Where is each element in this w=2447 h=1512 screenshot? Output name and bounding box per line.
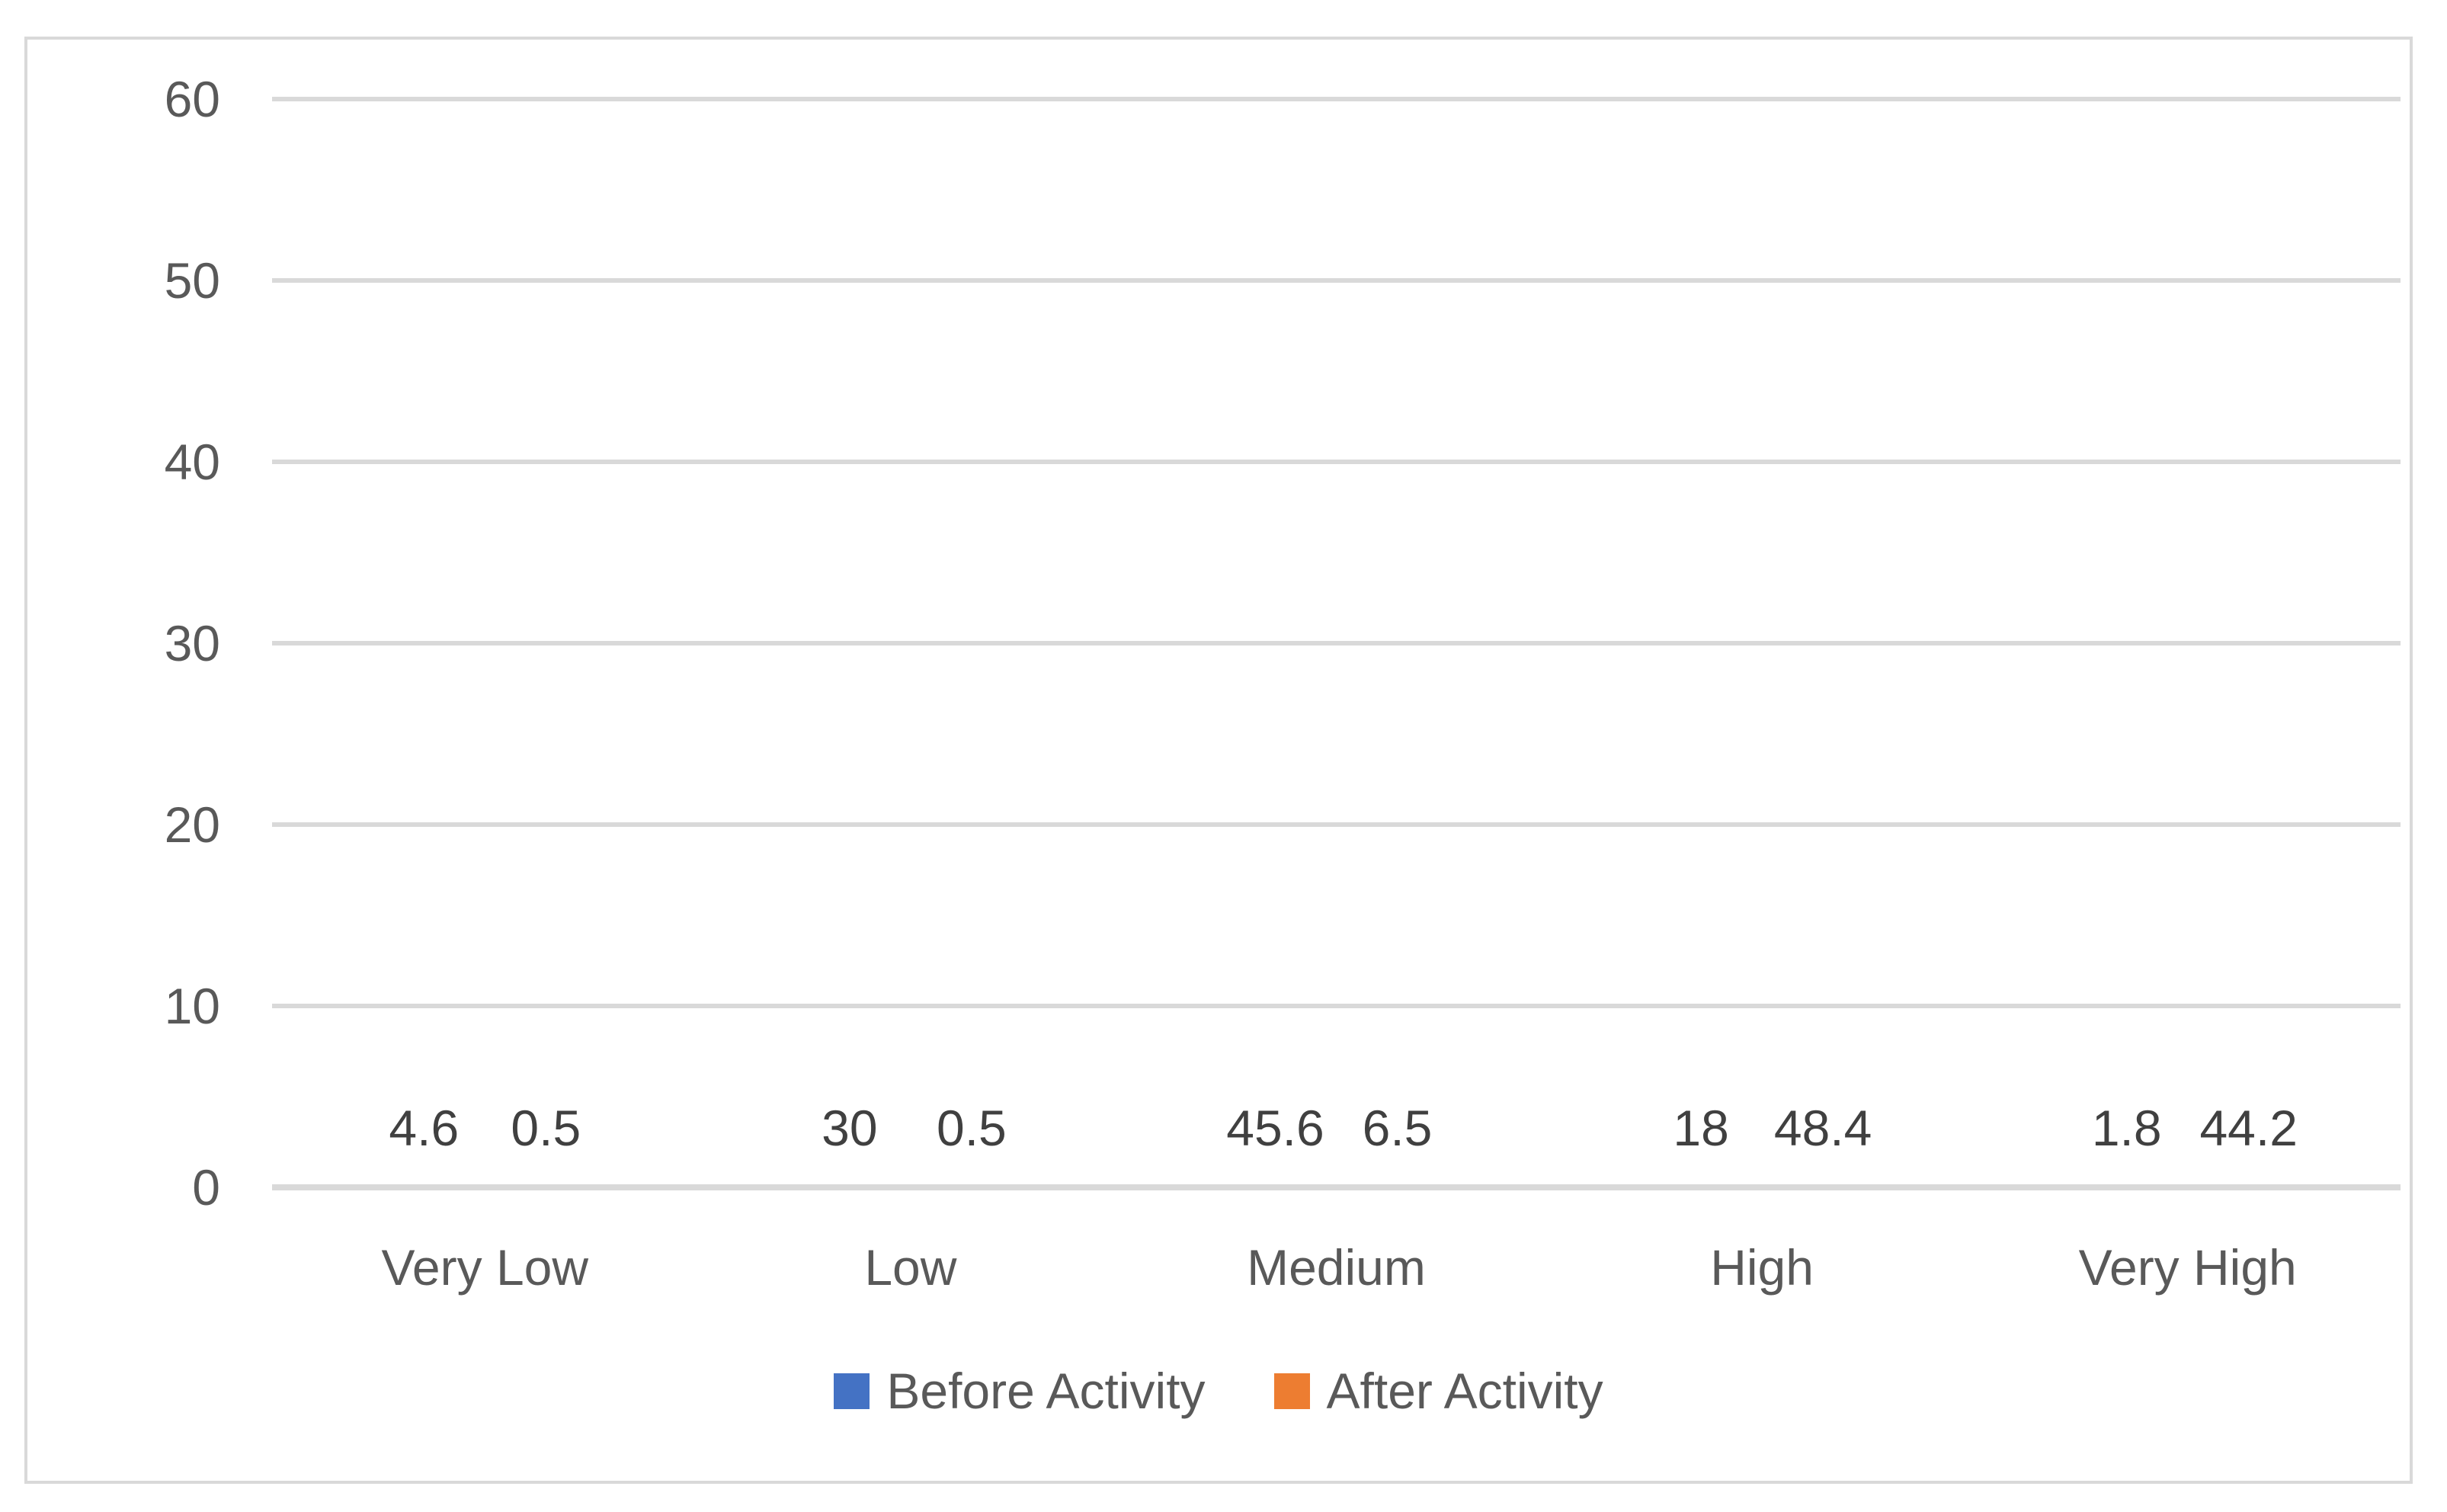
legend: Before Activity After Activity bbox=[27, 1364, 2410, 1418]
y-axis-tick-label: 10 bbox=[164, 978, 220, 1035]
data-label: 45.6 bbox=[1226, 1100, 1324, 1156]
gridline bbox=[272, 641, 2401, 645]
legend-swatch-before-activity bbox=[834, 1373, 870, 1409]
y-axis-tick-label: 40 bbox=[164, 434, 220, 491]
y-axis-tick-label: 60 bbox=[164, 71, 220, 127]
y-axis-tick-label: 50 bbox=[164, 252, 220, 309]
data-label: 0.5 bbox=[937, 1100, 1007, 1156]
gridline bbox=[272, 460, 2401, 465]
data-label: 18 bbox=[1673, 1100, 1729, 1156]
data-label: 0.5 bbox=[511, 1100, 581, 1156]
gridline bbox=[272, 278, 2401, 283]
data-label: 4.6 bbox=[389, 1100, 460, 1156]
data-label: 44.2 bbox=[2199, 1100, 2298, 1156]
x-axis-line bbox=[272, 1184, 2401, 1190]
category-label-low: Low bbox=[864, 1239, 957, 1296]
legend-label-after-activity: After Activity bbox=[1326, 1363, 1603, 1419]
legend-item-after-activity: After Activity bbox=[1273, 1363, 1603, 1419]
y-axis-tick-label: 30 bbox=[164, 615, 220, 671]
category-label-very-high: Very High bbox=[2078, 1239, 2297, 1296]
y-axis-tick-label: 0 bbox=[192, 1159, 220, 1216]
category-axis: Very Low Low Medium High Very High bbox=[272, 1232, 2401, 1302]
category-label-very-low: Very Low bbox=[381, 1239, 589, 1296]
category-label-medium: Medium bbox=[1247, 1239, 1426, 1296]
category-label-high: High bbox=[1710, 1239, 1814, 1296]
plot-area: 0 10 20 30 40 50 60 4.6 0.5 30 0.5 45.6 6.5 18 48.4 1.8… bbox=[165, 74, 2401, 1212]
data-label: 6.5 bbox=[1362, 1100, 1433, 1156]
data-label: 1.8 bbox=[2091, 1100, 2162, 1156]
gridline bbox=[272, 1004, 2401, 1009]
data-label: 48.4 bbox=[1773, 1100, 1872, 1156]
legend-swatch-after-activity bbox=[1273, 1373, 1310, 1409]
gridline bbox=[272, 822, 2401, 828]
y-axis-tick-label: 20 bbox=[164, 796, 220, 854]
gridline bbox=[272, 97, 2401, 101]
data-label: 30 bbox=[822, 1100, 878, 1156]
chart-frame: 0 10 20 30 40 50 60 4.6 0.5 30 0.5 45.6 6.5 18 48.4 1.8… bbox=[24, 37, 2413, 1484]
legend-label-before-activity: Before Activity bbox=[886, 1363, 1206, 1419]
legend-item-before-activity: Before Activity bbox=[834, 1363, 1206, 1419]
